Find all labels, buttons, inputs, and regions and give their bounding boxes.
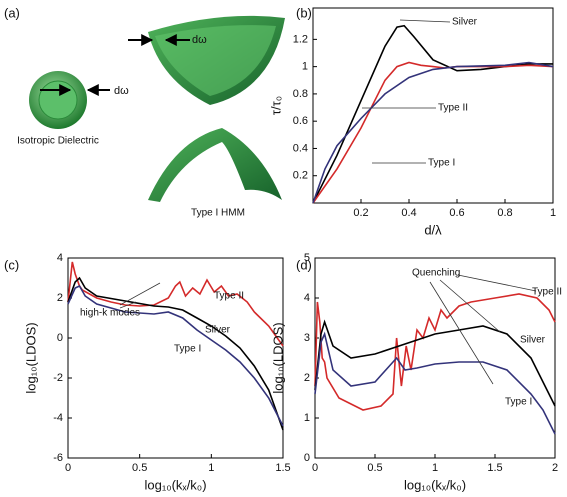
y-tick-label: 3	[304, 332, 310, 344]
annotation-line	[119, 282, 161, 306]
charts: (b) 0.2 0.4 0.6 0.8 1 0.2 0.4 0.6 0.8 1 1.2 d/λ τ/τ₀ S…	[4, 5, 562, 492]
x-tick-label: 0.6	[449, 207, 464, 219]
annotation: Type I	[428, 158, 455, 169]
panel-label: (d)	[296, 257, 312, 272]
series-line	[314, 293, 556, 411]
series-line	[314, 331, 556, 435]
x-tick-label: 0.5	[367, 462, 382, 474]
panel-label: (b)	[296, 5, 312, 20]
y-tick-label: 0.6	[293, 115, 308, 127]
annotation: high-k modes	[80, 308, 140, 319]
plot-frame	[312, 7, 554, 204]
x-tick-label: 0.5	[132, 462, 147, 474]
x-tick-label: 0	[312, 462, 318, 474]
x-axis-label: d/λ	[424, 222, 442, 237]
annotation-line	[119, 301, 137, 309]
x-tick-label: 1.5	[487, 462, 502, 474]
annotation: Type II	[532, 287, 562, 298]
y-tick-label: 1	[302, 61, 308, 73]
x-tick-label: 0	[65, 462, 71, 474]
annotation: Silver	[452, 17, 478, 28]
y-tick-label: 5	[304, 252, 310, 264]
sphere-core	[38, 80, 78, 120]
y-tick-label: 2	[304, 372, 310, 384]
series-line	[67, 276, 284, 431]
d-omega: dω	[192, 34, 207, 46]
annotation: Silver	[205, 325, 231, 336]
y-tick-label: 0	[304, 452, 310, 464]
y-tick-label: 4	[57, 252, 63, 264]
x-tick-label: 0.8	[497, 207, 512, 219]
caption: Type I HMM	[191, 208, 245, 219]
y-tick-label: 0.2	[293, 170, 308, 182]
plot-frame	[67, 257, 284, 459]
annotation: Type I	[505, 397, 532, 408]
panel-label: (a)	[4, 5, 20, 20]
series-line	[312, 61, 554, 204]
series-line	[312, 61, 554, 204]
panel-label: (c)	[4, 257, 19, 272]
x-tick-label: 1.5	[275, 462, 290, 474]
series-line	[67, 284, 284, 427]
annotation-line	[439, 279, 501, 333]
annotation: Silver	[520, 335, 546, 346]
x-tick-label: 0.4	[401, 207, 416, 219]
series-line	[314, 319, 556, 407]
y-axis-label: τ/τ₀	[268, 96, 283, 115]
annotation-line	[399, 19, 451, 23]
d-omega: dω	[114, 85, 129, 97]
y-tick-label: 1.2	[293, 33, 308, 45]
y-tick-label: 1	[304, 412, 310, 424]
panel-a: (a) dω Isotropic Dielectric dω Type I HM…	[4, 5, 285, 219]
y-tick-label: 0.4	[293, 142, 308, 154]
x-tick-label: 1	[208, 462, 214, 474]
y-axis-label: log₁₀(LDOS)	[270, 322, 285, 393]
y-tick-label: 2	[57, 292, 63, 304]
y-tick-label: 0.8	[293, 88, 308, 100]
annotation: Type I	[174, 344, 201, 355]
annotation: Type II	[214, 291, 244, 302]
annotation: Quenching	[412, 268, 460, 279]
hyperboloid-bottom	[148, 128, 282, 202]
y-tick-label: -4	[53, 412, 63, 424]
x-axis-label: log₁₀(kₓ/k₀)	[144, 477, 206, 492]
x-tick-label: 2	[552, 462, 558, 474]
series-line	[67, 261, 284, 347]
hyperboloid-inner	[155, 25, 276, 96]
x-tick-label: 1	[550, 207, 556, 219]
y-tick-label: -2	[53, 372, 63, 384]
series-line	[312, 24, 553, 204]
annotation: Type II	[438, 103, 468, 114]
x-tick-label: 1	[432, 462, 438, 474]
annotation-line	[457, 274, 537, 292]
y-tick-label: 0	[57, 332, 63, 344]
caption: Isotropic Dielectric	[17, 136, 99, 147]
x-axis-label: log₁₀(kₓ/k₀)	[404, 477, 466, 492]
annotation-line	[429, 281, 494, 385]
x-tick-label: 0.2	[353, 207, 368, 219]
y-tick-label: -6	[53, 452, 63, 464]
y-axis-label: log₁₀(LDOS)	[23, 322, 38, 393]
y-tick-label: 4	[304, 292, 310, 304]
